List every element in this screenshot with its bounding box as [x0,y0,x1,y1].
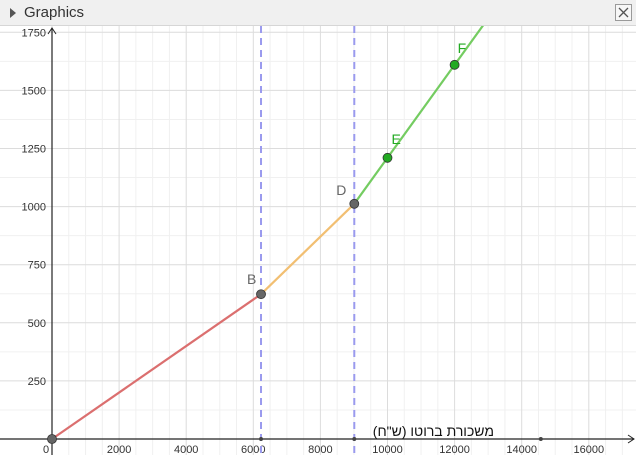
y-tick-label: 750 [28,260,46,272]
line-segment [51,293,262,440]
point-label-f: F [458,40,467,56]
y-axis-arrow [47,27,57,35]
y-tick-label: 1500 [22,85,46,97]
point-label-b: B [247,271,256,287]
x-tick-label: 0 [43,444,49,455]
line-segment [260,203,356,296]
x-tick-label: 16000 [574,444,605,455]
x-tick-label: 12000 [439,444,470,455]
point-label-d: D [336,182,346,198]
y-tick-label: 1000 [22,202,46,214]
y-tick-label: 500 [28,318,46,330]
point-d [349,198,360,209]
point-origin [47,434,57,444]
point-label-e: E [392,131,401,147]
y-tick-label: 1750 [22,27,46,39]
x-tick-label: 10000 [372,444,403,455]
x-tick-label: 8000 [308,444,332,455]
close-icon [618,7,629,18]
x-tick-label: 6000 [241,444,265,455]
y-tick-label: 250 [28,376,46,388]
x-tick-label: 2000 [107,444,131,455]
x-axis-marker [259,437,264,441]
x-tick-label: 4000 [174,444,198,455]
point-f [449,59,460,70]
x-axis-marker [538,437,543,441]
graphics-titlebar: Graphics [0,0,636,26]
y-tick-label: 1250 [22,144,46,156]
x-axis-arrow [627,434,635,444]
point-e [382,152,393,163]
graphics-title: Graphics [24,4,85,21]
x-axis-label: משכורת ברוטו (ש"ח) [373,423,494,439]
close-button[interactable] [615,4,632,21]
triangle-right-icon[interactable] [6,6,20,20]
point-b [256,289,266,300]
x-tick-label: 14000 [506,444,537,455]
x-axis-marker [352,437,357,441]
